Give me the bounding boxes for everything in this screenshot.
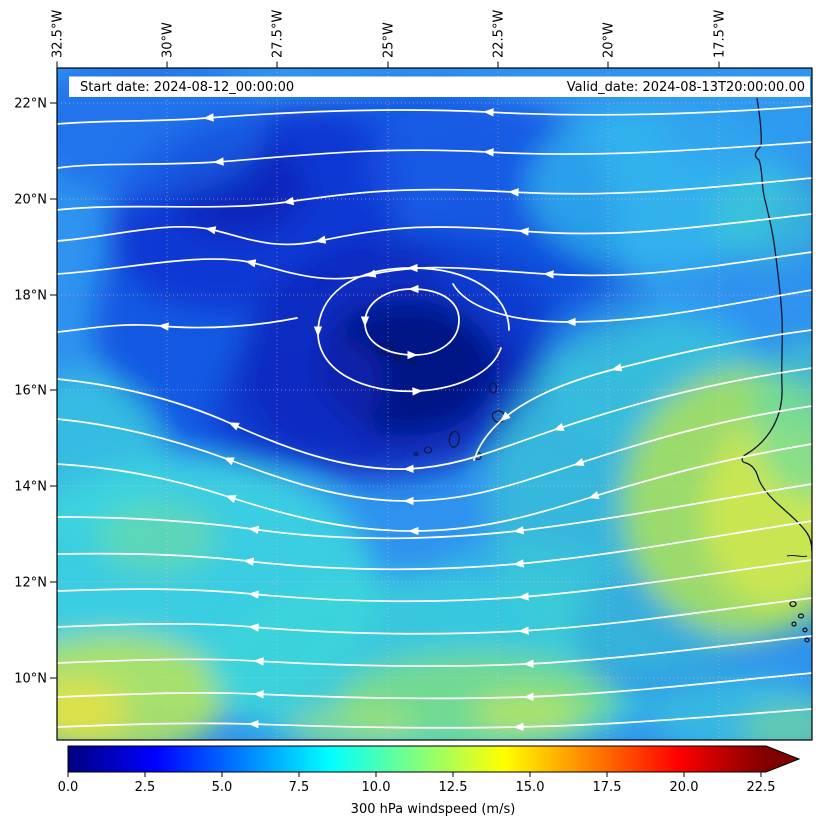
y-tick-label: 14°N bbox=[14, 480, 47, 495]
x-tick-label: 30°W bbox=[161, 22, 176, 58]
y-tick-label: 20°N bbox=[14, 193, 47, 208]
y-tick-label: 16°N bbox=[14, 384, 47, 399]
title-bar bbox=[69, 76, 810, 97]
colorbar-tick-labels: 0.0 2.5 5.0 7.5 10.0 12.5 15.0 17.5 20.0… bbox=[58, 780, 776, 795]
start-date-label: Start date: 2024-08-12_00:00:00 bbox=[80, 80, 294, 95]
colorbar: 0.0 2.5 5.0 7.5 10.0 12.5 15.0 17.5 20.0… bbox=[58, 745, 801, 817]
map-border bbox=[56, 67, 813, 741]
colorbar-tick-label: 5.0 bbox=[212, 780, 233, 795]
x-tick-label: 17.5°W bbox=[713, 10, 728, 58]
x-tick-label: 27.5°W bbox=[271, 10, 286, 58]
colorbar-tick-label: 7.5 bbox=[289, 780, 310, 795]
y-tick-label: 12°N bbox=[14, 576, 47, 591]
colorbar-tick-label: 10.0 bbox=[362, 780, 391, 795]
x-tick-label: 25°W bbox=[382, 22, 397, 58]
colorbar-title: 300 hPa windspeed (m/s) bbox=[351, 802, 516, 817]
colorbar-tick-label: 15.0 bbox=[516, 780, 545, 795]
colorbar-tick-label: 2.5 bbox=[135, 780, 156, 795]
windspeed-field bbox=[57, 68, 812, 740]
colorbar-ticks bbox=[67, 772, 762, 777]
valid-date-label: Valid_date: 2024-08-13T20:00:00.00 bbox=[567, 80, 805, 95]
x-tick-label: 20°W bbox=[602, 22, 617, 58]
x-tick-label: 22.5°W bbox=[492, 10, 507, 58]
x-tick-label: 32.5°W bbox=[51, 10, 66, 58]
y-tick-label: 22°N bbox=[14, 97, 47, 112]
streamlines bbox=[57, 105, 812, 732]
x-axis-ticks bbox=[56, 61, 720, 68]
x-axis-labels: 32.5°W 30°W 27.5°W 25°W 22.5°W 20°W 17.5… bbox=[51, 10, 728, 58]
colorbar-tick-label: 20.0 bbox=[670, 780, 699, 795]
y-tick-label: 18°N bbox=[14, 289, 47, 304]
map-plot bbox=[57, 68, 812, 740]
y-axis-labels: 22°N 20°N 18°N 16°N 14°N 12°N 10°N bbox=[14, 97, 47, 687]
colorbar-gradient bbox=[67, 745, 801, 773]
y-axis-ticks bbox=[50, 102, 57, 679]
colorbar-tick-label: 22.5 bbox=[747, 780, 776, 795]
colorbar-tick-label: 12.5 bbox=[439, 780, 468, 795]
coastline bbox=[741, 97, 812, 643]
y-tick-label: 10°N bbox=[14, 672, 47, 687]
colorbar-tick-label: 0.0 bbox=[58, 780, 79, 795]
colorbar-tick-label: 17.5 bbox=[593, 780, 622, 795]
